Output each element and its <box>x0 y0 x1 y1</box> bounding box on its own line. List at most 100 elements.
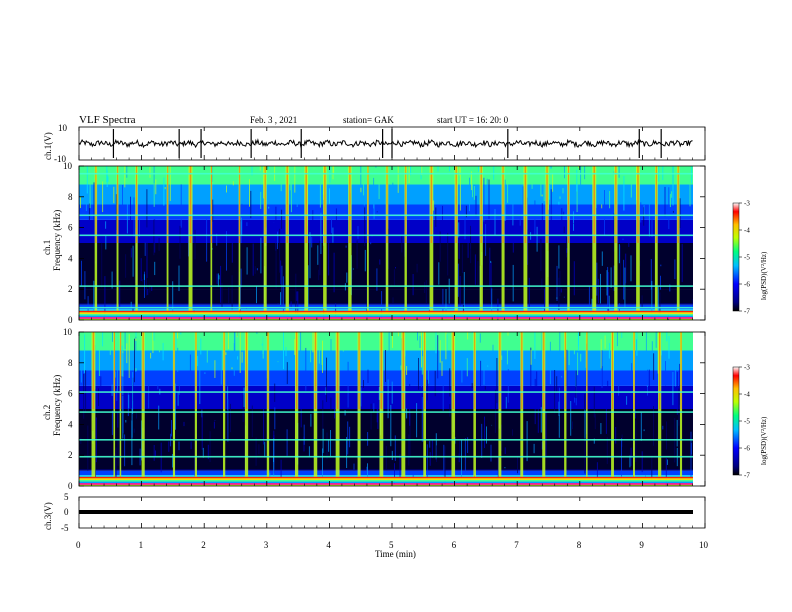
spec-speckle <box>621 434 623 447</box>
spec-speckle <box>326 357 327 402</box>
spec-speckle <box>130 196 131 237</box>
spec-speckle <box>326 432 328 460</box>
spec-speckle <box>227 386 229 410</box>
spec-speckle <box>541 332 543 363</box>
spec-speckle <box>406 408 408 419</box>
spec-speckle <box>605 405 607 434</box>
spec-speckle <box>140 258 142 282</box>
spec-speckle <box>397 332 399 337</box>
spec-speckle <box>106 170 108 188</box>
date-label: Feb. 3 , 2021 <box>250 115 297 125</box>
spec-speckle <box>528 277 530 308</box>
spec-speckle <box>178 441 180 451</box>
spec-speckle <box>226 185 227 193</box>
spec-speckle <box>672 166 674 206</box>
spec-burst-core <box>611 332 614 409</box>
spec-speckle <box>146 189 148 228</box>
spec-speckle <box>153 447 155 449</box>
spec-speckle <box>98 332 100 377</box>
spec-speckle <box>232 181 234 186</box>
spec-speckle <box>504 447 506 454</box>
ch3-ytick-bottom: -5 <box>61 523 69 533</box>
spec-speckle <box>522 186 524 217</box>
spec-speckle <box>676 419 678 447</box>
spec-speckle <box>556 376 558 392</box>
spec-speckle <box>584 438 586 474</box>
spec-speckle <box>584 394 586 418</box>
spec-speckle <box>376 211 378 213</box>
spec-burst-core <box>430 166 433 243</box>
spec-speckle <box>331 212 332 234</box>
spec-speckle <box>494 208 496 236</box>
spec-speckle <box>325 332 327 348</box>
spec-speckle <box>439 340 441 363</box>
spec-ytick-label: 8 <box>68 192 73 202</box>
spec-burst-core <box>521 332 523 409</box>
spec-speckle <box>477 261 479 287</box>
spec-speckle <box>295 215 297 220</box>
spec-speckle <box>146 233 148 278</box>
ch3-waveform-trace <box>79 510 693 514</box>
spec-speckle <box>421 166 423 175</box>
spec-speckle <box>618 244 620 264</box>
colorbar-tick-label: -4 <box>744 391 750 399</box>
spec-speckle <box>630 166 632 198</box>
spec-burst-core <box>92 332 95 409</box>
spec-speckle <box>367 432 369 446</box>
spec-burst-core <box>324 166 326 243</box>
spec-speckle <box>651 216 653 237</box>
spec-speckle <box>597 278 599 304</box>
spec-ytick-label: 2 <box>68 284 73 294</box>
spec-speckle <box>352 268 354 270</box>
spec-speckle <box>128 394 130 409</box>
spec-low-strip <box>79 479 693 482</box>
spec-speckle <box>202 447 204 458</box>
spec-speckle <box>623 175 625 211</box>
spec-speckle <box>437 335 439 379</box>
spec-speckle <box>122 353 124 396</box>
spec-speckle <box>330 339 332 366</box>
spec-narrowband-line <box>79 391 693 393</box>
spec-speckle <box>251 166 253 176</box>
spec-speckle <box>134 338 135 383</box>
spec-speckle <box>625 253 627 284</box>
spec-speckle <box>294 166 296 193</box>
spec-speckle <box>498 228 500 237</box>
spec-speckle <box>442 381 444 411</box>
spec-band <box>79 219 705 243</box>
spec-speckle <box>310 332 312 363</box>
spec-band <box>79 350 705 371</box>
spec-burst-core <box>474 332 476 409</box>
spec-speckle <box>132 245 134 277</box>
spec-speckle <box>322 400 324 430</box>
spec-speckle <box>376 392 378 423</box>
spec-speckle <box>464 208 466 240</box>
spec-burst-core <box>210 166 212 243</box>
spec-speckle <box>505 396 507 409</box>
spec-speckle <box>486 426 487 444</box>
spec-speckle <box>428 356 429 384</box>
spec-speckle <box>330 430 331 457</box>
spec-speckle <box>319 240 321 276</box>
spec-speckle <box>470 234 472 264</box>
spec-speckle <box>346 272 348 283</box>
spec-speckle <box>297 291 299 316</box>
spec-speckle <box>457 378 459 383</box>
ch3-ytick-top: 5 <box>64 492 69 502</box>
spec-speckle <box>115 371 117 378</box>
spec-speckle <box>239 284 241 316</box>
spec-speckle <box>138 207 140 238</box>
spec-speckle <box>538 180 540 183</box>
spec-narrowband-line <box>79 285 693 287</box>
spec-speckle <box>183 421 185 427</box>
spec-speckle <box>153 444 155 461</box>
spec-speckle <box>300 404 302 428</box>
xaxis-tick-label: 9 <box>639 540 644 550</box>
spec-speckle <box>214 420 216 421</box>
ch2-spectrogram <box>79 332 705 486</box>
spec-speckle <box>353 463 355 470</box>
spec-speckle <box>374 332 376 339</box>
spec-speckle <box>417 332 418 341</box>
spec-speckle <box>634 386 636 419</box>
spec-speckle <box>149 284 151 293</box>
